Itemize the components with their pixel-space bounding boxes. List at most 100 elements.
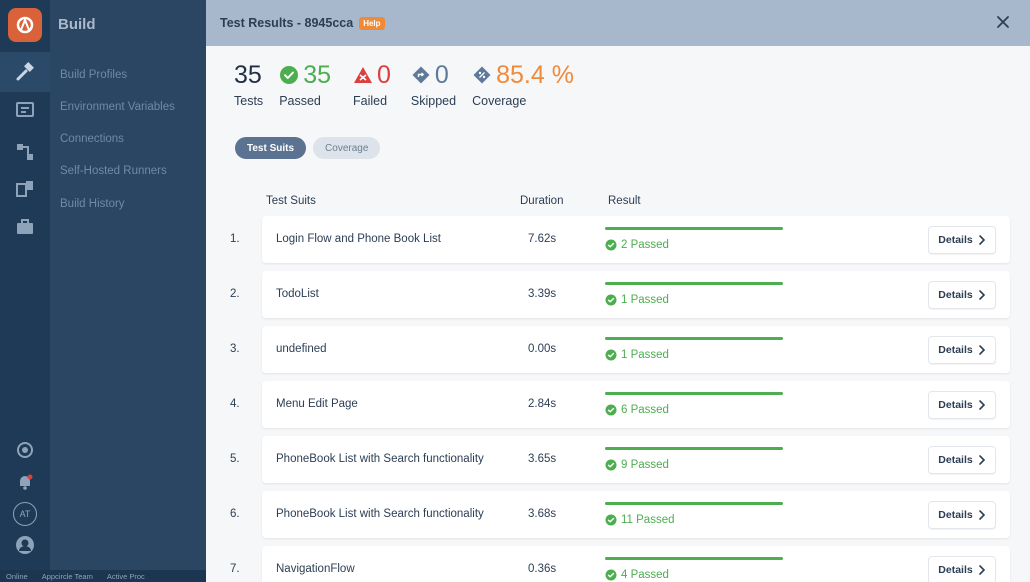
chevron-right-icon xyxy=(978,290,985,300)
table-row: PhoneBook List with Search functionality… xyxy=(262,436,1010,483)
connections-icon[interactable] xyxy=(13,140,37,164)
table-row: undefined 0.00s 1 Passed Details xyxy=(262,326,1010,373)
menu-item-environment-variables[interactable]: Environment Variables xyxy=(60,101,175,113)
menu-item-build-history[interactable]: Build History xyxy=(60,198,125,210)
stat-passed: 35 Passed xyxy=(279,60,331,109)
chevron-right-icon xyxy=(978,510,985,520)
chevron-right-icon xyxy=(978,455,985,465)
icon-rail: AT xyxy=(0,0,50,582)
check-circle-icon xyxy=(605,349,617,361)
suit-result-text: 1 Passed xyxy=(621,349,669,361)
check-circle-icon xyxy=(605,514,617,526)
menu-item-self-hosted-runners[interactable]: Self-Hosted Runners xyxy=(60,165,167,177)
header-duration: Duration xyxy=(520,195,564,207)
details-button[interactable]: Details xyxy=(928,226,996,254)
stat-tests: 35 Tests xyxy=(234,60,264,109)
failed-warning-icon xyxy=(354,67,372,83)
details-button[interactable]: Details xyxy=(928,556,996,582)
suit-result-text: 6 Passed xyxy=(621,404,669,416)
row-number: 7. xyxy=(230,563,240,575)
build-hammer-icon[interactable] xyxy=(0,52,50,92)
stat-tests-label: Tests xyxy=(234,94,264,108)
suit-result-text: 2 Passed xyxy=(621,239,669,251)
pass-progress-fill xyxy=(605,392,783,395)
suit-name: Login Flow and Phone Book List xyxy=(276,233,441,245)
app-logo-icon[interactable] xyxy=(8,8,42,42)
result-tabs: Test Suits Coverage xyxy=(235,137,381,159)
check-circle-icon xyxy=(605,239,617,251)
status-process[interactable]: Active Proc xyxy=(106,571,145,581)
details-label: Details xyxy=(938,454,973,466)
check-circle-icon xyxy=(605,459,617,471)
suit-name: PhoneBook List with Search functionality xyxy=(276,508,484,520)
check-circle-icon xyxy=(280,66,299,84)
user-profile-icon[interactable] xyxy=(13,533,37,557)
tab-coverage[interactable]: Coverage xyxy=(313,137,381,159)
status-bar: Online Appcircle Team Active Proc xyxy=(0,570,206,582)
row-number: 3. xyxy=(230,343,240,355)
notification-bell-icon[interactable] xyxy=(13,470,37,494)
row-number: 4. xyxy=(230,398,240,410)
details-button[interactable]: Details xyxy=(928,446,996,474)
pass-progress-fill xyxy=(605,282,783,285)
suit-result-text: 11 Passed xyxy=(621,514,675,526)
help-badge[interactable]: Help xyxy=(359,16,385,30)
stat-passed-label: Passed xyxy=(279,94,321,108)
suit-duration: 3.39s xyxy=(528,288,557,300)
header-result: Result xyxy=(608,195,641,207)
suit-result: 11 Passed xyxy=(605,514,675,526)
settings-gear-icon[interactable] xyxy=(13,438,37,462)
pass-progress-fill xyxy=(605,502,783,505)
test-results-panel: Test Results - 8945cca Help 35 Tests 35 … xyxy=(206,0,1030,582)
details-label: Details xyxy=(938,234,973,246)
table-row: Menu Edit Page 2.84s 6 Passed Details xyxy=(262,381,1010,428)
pass-progress-bar xyxy=(605,557,783,560)
suit-result-text: 4 Passed xyxy=(621,569,669,581)
menu-item-connections[interactable]: Connections xyxy=(60,133,124,145)
menu-item-build-profiles[interactable]: Build Profiles xyxy=(60,69,128,81)
suit-duration: 7.62s xyxy=(528,233,557,245)
status-team[interactable]: Appcircle Team xyxy=(41,571,93,581)
suit-name: TodoList xyxy=(276,288,319,300)
details-button[interactable]: Details xyxy=(928,501,996,529)
pass-progress-fill xyxy=(605,447,783,450)
header-test-suits: Test Suits xyxy=(266,195,316,207)
suit-result-text: 9 Passed xyxy=(621,459,669,471)
details-button[interactable]: Details xyxy=(928,336,996,364)
suit-duration: 0.36s xyxy=(528,563,557,575)
stat-skipped-value: 0 xyxy=(434,60,449,89)
pass-progress-bar xyxy=(605,392,783,395)
skipped-icon xyxy=(412,66,430,84)
details-button[interactable]: Details xyxy=(928,281,996,309)
check-circle-icon xyxy=(605,404,617,416)
tab-test-suits[interactable]: Test Suits xyxy=(235,137,307,159)
chevron-right-icon xyxy=(978,400,985,410)
suit-result: 6 Passed xyxy=(605,404,669,416)
suit-duration: 3.68s xyxy=(528,508,557,520)
details-label: Details xyxy=(938,399,973,411)
details-button[interactable]: Details xyxy=(928,391,996,419)
pass-progress-fill xyxy=(605,557,783,560)
pass-progress-bar xyxy=(605,447,783,450)
toolbox-icon[interactable] xyxy=(13,215,37,239)
stat-tests-value: 35 xyxy=(234,60,262,89)
stat-coverage-label: Coverage xyxy=(472,94,527,108)
testing-icon[interactable] xyxy=(13,177,37,201)
stat-failed-value: 0 xyxy=(377,60,391,89)
close-icon[interactable] xyxy=(994,13,1012,31)
stats-summary: 35 Tests 35 Passed 0 Failed 0 Skipped xyxy=(234,60,590,109)
suit-result: 1 Passed xyxy=(605,349,669,361)
distribute-icon[interactable] xyxy=(13,98,37,122)
stat-failed: 0 Failed xyxy=(353,60,391,109)
details-label: Details xyxy=(938,344,973,356)
stat-passed-value: 35 xyxy=(303,60,331,89)
avatar-initials: AT xyxy=(13,502,37,526)
stat-skipped: 0 Skipped xyxy=(410,60,457,109)
stat-skipped-label: Skipped xyxy=(410,94,457,108)
coverage-percent-icon xyxy=(473,66,491,84)
panel-title: Test Results - 8945cca xyxy=(220,16,354,30)
suit-result: 1 Passed xyxy=(605,294,669,306)
avatar[interactable]: AT xyxy=(13,502,37,526)
chevron-right-icon xyxy=(978,345,985,355)
status-online: Online xyxy=(6,571,28,581)
